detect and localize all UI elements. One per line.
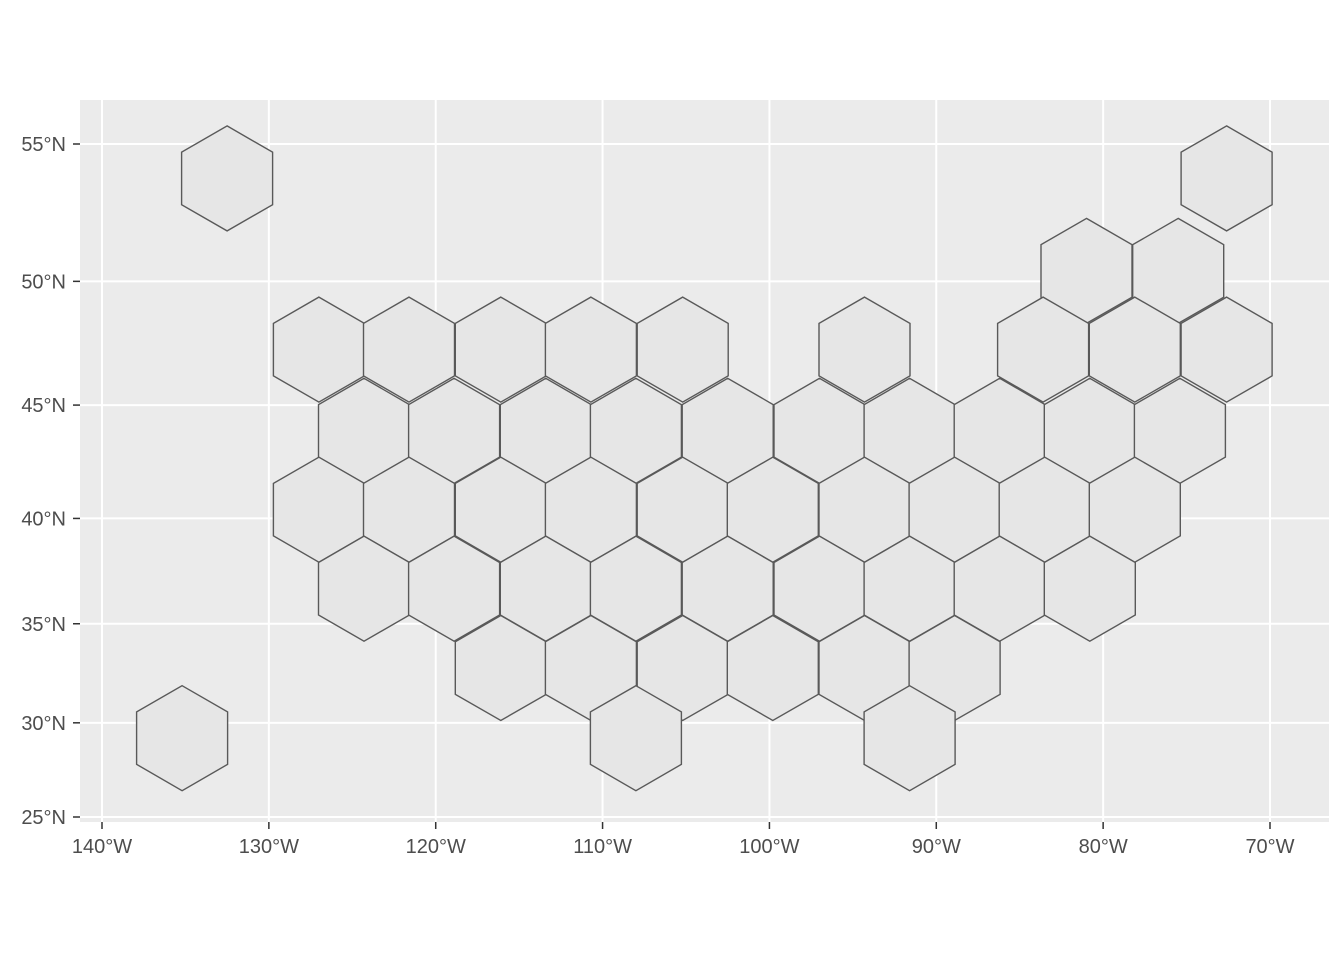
x-tick-label: 70°W <box>1245 836 1294 858</box>
hex-tile <box>818 296 911 403</box>
hex-tile <box>1088 296 1182 403</box>
hex-tile <box>636 296 729 403</box>
hex-tile <box>1180 296 1273 403</box>
y-axis: 25°N 30°N 35°N 40°N 45°N 50°N 55°N <box>21 134 80 829</box>
y-tick-label: 30°N <box>21 713 66 735</box>
hex-tile <box>1043 535 1137 643</box>
hexagon-tiles <box>135 125 1273 792</box>
hex-tile <box>544 296 638 403</box>
y-tick-label: 35°N <box>21 614 66 636</box>
hex-tile <box>1180 125 1273 232</box>
hex-tile <box>362 296 456 403</box>
hex-tile <box>996 296 1090 403</box>
y-tick-label: 50°N <box>21 271 66 293</box>
x-tick-label: 90°W <box>912 836 961 858</box>
hex-tile <box>589 684 683 792</box>
x-tick-label: 130°W <box>239 836 299 858</box>
hex-tile <box>135 684 229 792</box>
hex-tile <box>863 684 956 792</box>
x-tick-label: 140°W <box>72 836 132 858</box>
x-tick-label: 80°W <box>1079 836 1128 858</box>
y-tick-label: 40°N <box>21 508 66 530</box>
hex-tile <box>180 125 274 232</box>
y-tick-label: 45°N <box>21 395 66 417</box>
x-axis: 140°W 130°W 120°W 110°W 100°W 90°W 80°W 70°W <box>72 822 1295 858</box>
x-tick-label: 110°W <box>573 836 632 858</box>
x-tick-label: 100°W <box>739 836 799 858</box>
y-tick-label: 55°N <box>21 134 66 156</box>
x-tick-label: 120°W <box>406 836 466 858</box>
y-tick-label: 25°N <box>21 807 66 829</box>
